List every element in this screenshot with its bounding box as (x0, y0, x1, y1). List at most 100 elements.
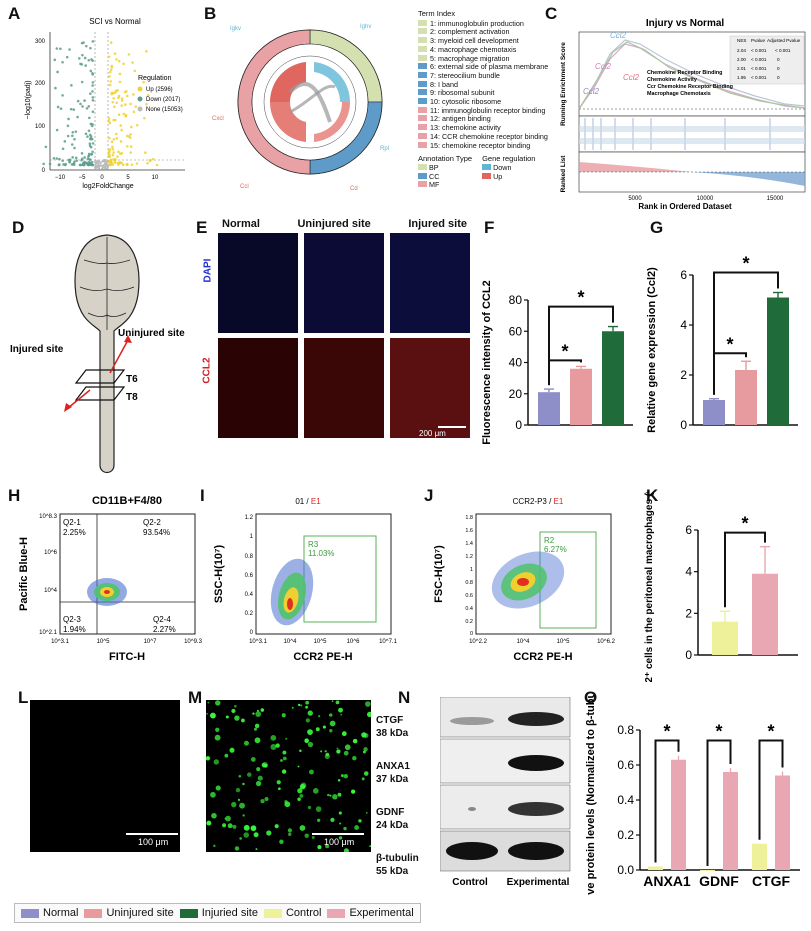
gate-label: R2 (544, 536, 555, 545)
legend-up: Up (2596) (146, 87, 173, 93)
term-item: 8: I band (418, 80, 558, 90)
y-tick-label: 2 (680, 368, 687, 382)
y-tick-label: 2 (685, 606, 692, 620)
table-cell: 0 (777, 57, 780, 62)
volcano-point (117, 94, 121, 98)
y-tick-label: 20 (509, 387, 523, 401)
table-cell: 1.95 (737, 75, 746, 80)
panel-label-h: H (8, 486, 21, 505)
table-cell: 0 (777, 66, 780, 71)
significance-star: * (726, 334, 733, 354)
term-item: 15: chemokine receptor binding (418, 141, 558, 151)
volcano-point (108, 75, 111, 78)
band-tubulin: β-tubulin 55 kDa (376, 853, 419, 877)
y-tick: 1 (470, 567, 473, 573)
fluorescent-cell (225, 815, 231, 822)
y-tick-label: 6 (680, 268, 687, 282)
volcano-point (115, 136, 119, 140)
ccl2-normal-image (218, 338, 298, 438)
y-tick-label: 0.2 (617, 828, 634, 842)
y-tick-label: 60 (509, 324, 523, 338)
fluorescent-cell (307, 805, 312, 810)
y-tick: 0.8 (245, 554, 254, 560)
flow-title: CCR2-P3 / (513, 497, 554, 506)
legend-injured: Injuried site (179, 907, 258, 919)
volcano-point (99, 162, 102, 165)
volcano-point (120, 97, 124, 100)
volcano-point (89, 137, 93, 140)
fluorescent-cell (343, 750, 349, 756)
fluorescent-cell (337, 792, 342, 797)
panel-label-j: J (424, 486, 434, 505)
volcano-point (88, 133, 92, 137)
uninjured-site-label: Uninjured site (118, 328, 185, 339)
volcano-point (129, 133, 132, 136)
fluorescent-cell (311, 836, 315, 839)
volcano-point (108, 155, 111, 158)
col-uninjured: Uninjured site (297, 218, 371, 230)
fluorescent-cell (210, 791, 216, 798)
gsea-table: NES Pvalue Adjusted Pvalue 2.04 < 0.001 … (729, 35, 805, 85)
panel-label-e: E (196, 218, 208, 237)
y-tick: 0 (42, 168, 46, 174)
volcano-point (80, 159, 83, 162)
volcano-point (83, 156, 86, 159)
volcano-point (64, 163, 67, 167)
significance-star: * (561, 341, 568, 361)
fluorescence-image-control (30, 700, 180, 852)
fluorescent-cell (332, 794, 338, 800)
fluorescent-cell (234, 846, 240, 851)
fluorescent-cell (215, 785, 221, 791)
y-tick: 0.4 (465, 606, 473, 612)
volcano-point (145, 50, 148, 53)
significance-bracket (758, 739, 784, 840)
volcano-point (114, 89, 118, 93)
x-tick: 10^7.1 (379, 639, 397, 645)
legend-experimental: Experimental (327, 907, 414, 919)
volcano-point (112, 118, 115, 122)
fluorescent-cell (285, 737, 288, 740)
volcano-point (89, 158, 92, 161)
y-tick: 0.8 (465, 580, 473, 586)
volcano-point (75, 159, 78, 163)
volcano-point (119, 140, 123, 143)
svg-text:CCR2-P3 / E1: CCR2-P3 / E1 (513, 497, 564, 506)
volcano-point (129, 102, 132, 106)
volcano-point (111, 145, 114, 149)
volcano-point (112, 137, 116, 141)
x-tick: 10^7 (144, 639, 157, 645)
fluorescent-cell (255, 780, 262, 787)
volcano-point (48, 162, 52, 166)
table-cell: 2.00 (737, 57, 746, 62)
volcano-point (73, 160, 76, 164)
y-label: Relative protein levels (Normalized to β… (585, 695, 597, 895)
y-tick: 200 (35, 81, 46, 87)
volcano-point (148, 159, 152, 163)
volcano-point (151, 157, 155, 161)
volcano-point (55, 157, 59, 160)
y-tick-label: 4 (685, 565, 692, 579)
volcano-point (68, 48, 71, 51)
gene-label: Ccl2 (595, 62, 612, 71)
fluorescent-cell (335, 700, 340, 705)
x-tick: 5000 (628, 196, 642, 202)
fluorescent-cell (255, 711, 262, 717)
volcano-point (112, 151, 115, 154)
volcano-point (124, 103, 127, 106)
volcano-point (91, 90, 94, 93)
bar-chart-k: 0 2 4 6 * CCR2⁺ cells in the peritoneal macro… (644, 492, 798, 682)
term-item: 7: stereocilium bundle (418, 71, 558, 81)
gsea-title: Injury vs Normal (646, 18, 725, 29)
panel-label-a: A (8, 4, 21, 23)
y-tick: 0.4 (245, 592, 254, 598)
volcano-point (110, 140, 114, 144)
fluorescent-cell (339, 822, 342, 825)
volcano-point (83, 56, 87, 60)
volcano-point (106, 166, 109, 169)
spinal-cord-diagram: Uninjured site Injured site T6 T8 (10, 234, 185, 474)
volcano-point (78, 163, 82, 167)
col-injured: Injured site (408, 218, 467, 230)
table-cell: < 0.001 (751, 66, 767, 71)
fluorescent-cell (213, 759, 219, 765)
volcano-point (61, 60, 64, 64)
